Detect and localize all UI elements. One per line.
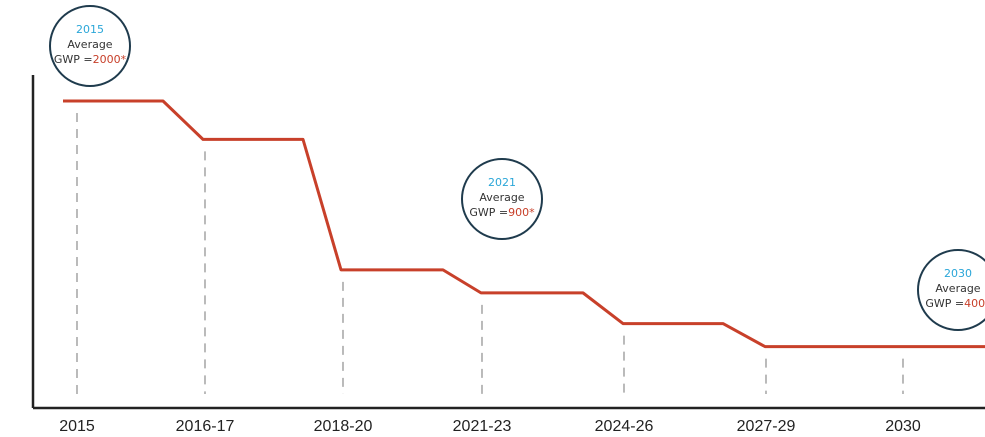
callout-prefix: GWP = (469, 206, 508, 219)
x-tick-label: 2027-29 (737, 418, 796, 435)
callout-year: 2021 (488, 176, 516, 189)
x-tick-label: 2030 (885, 418, 921, 435)
callout-value: 2000* (93, 53, 127, 66)
x-tick-labels: 2015 2016-17 2018-20 2021-23 2024-26 2027-29 2… (59, 418, 921, 435)
series-line (63, 99, 985, 349)
annotation-callout: 2015 Average GWP =2000* (49, 5, 131, 87)
callout-label: Average (935, 282, 980, 295)
annotation-callout: 2030 Average GWP =400* (917, 249, 985, 331)
callout-year: 2015 (76, 23, 104, 36)
callout-value: 400* (964, 297, 985, 310)
callout-label: Average (479, 191, 524, 204)
x-tick-label: 2016-17 (176, 418, 235, 435)
x-tick-label: 2021-23 (453, 418, 512, 435)
callout-circle (49, 5, 131, 87)
callout-year: 2030 (944, 267, 972, 280)
callout-label: Average (67, 38, 112, 51)
callout-value: 900* (508, 206, 535, 219)
x-tick-label: 2024-26 (595, 418, 654, 435)
callout-value-line: GWP =900* (469, 206, 535, 219)
callout-prefix: GWP = (925, 297, 964, 310)
guide-lines (76, 113, 904, 394)
callout-circle (461, 158, 543, 240)
callout-value-line: GWP =400* (925, 297, 985, 310)
annotation-callout: 2021 Average GWP =900* (461, 158, 543, 240)
callout-prefix: GWP = (54, 53, 93, 66)
x-tick-label: 2018-20 (314, 418, 373, 435)
callout-circle (917, 249, 985, 331)
callout-value-line: GWP =2000* (54, 53, 127, 66)
x-tick-label: 2015 (59, 418, 95, 435)
